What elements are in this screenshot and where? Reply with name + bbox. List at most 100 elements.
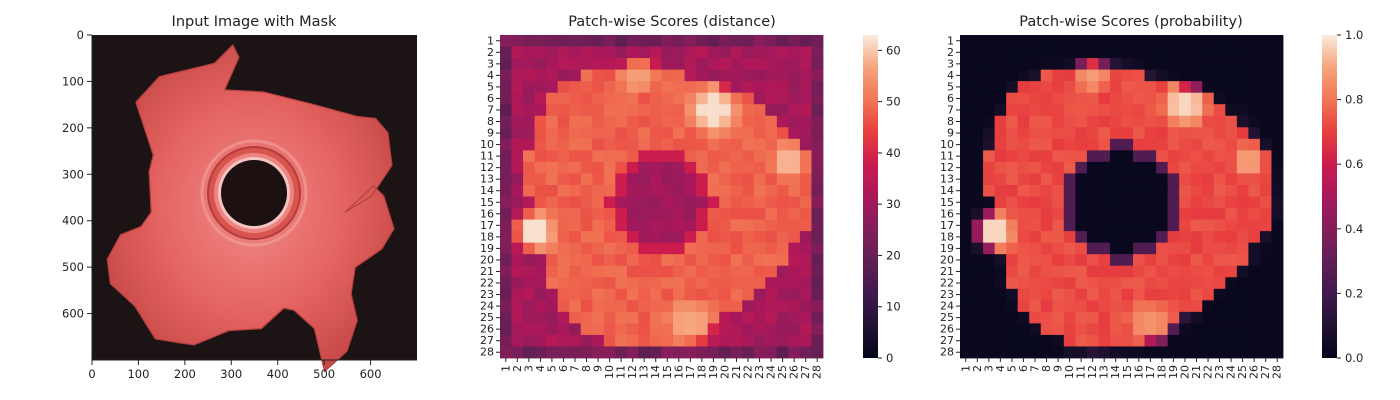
heatmap-cell <box>1144 242 1157 255</box>
heatmap-cell <box>1156 150 1169 163</box>
heatmap-cell <box>684 277 697 290</box>
heatmap-cell <box>592 265 605 278</box>
heatmap-cell <box>684 92 697 105</box>
heatmap-cell <box>719 231 732 244</box>
heatmap-cell <box>661 346 674 359</box>
heatmap-cell <box>1167 231 1180 244</box>
heatmap-cell <box>1006 46 1019 59</box>
heatmap-cell <box>1121 288 1134 301</box>
heatmap-cell <box>1259 196 1272 209</box>
heatmap-cell <box>765 104 778 117</box>
y-tick-label: 12 <box>940 161 954 174</box>
heatmap-cell <box>1202 242 1215 255</box>
heatmap-cell <box>719 277 732 290</box>
heatmap-cell <box>811 184 824 197</box>
heatmap-cell <box>1213 346 1226 359</box>
heatmap-cell <box>1052 277 1065 290</box>
heatmap-cell <box>1086 265 1099 278</box>
heatmap-cell <box>673 104 685 117</box>
heatmap-cell <box>1006 115 1019 128</box>
heatmap-cell <box>1029 92 1042 105</box>
heatmap-cell <box>1040 219 1053 232</box>
heatmap-cell <box>592 242 605 255</box>
heatmap-cell <box>684 58 697 71</box>
heatmap-cell <box>1063 58 1076 71</box>
x-tick-label: 400 <box>267 367 289 381</box>
heatmap-cell <box>811 277 824 290</box>
y-tick-label: 18 <box>940 230 954 243</box>
heatmap-cell <box>811 311 824 324</box>
heatmap-cell <box>1075 92 1088 105</box>
heatmap-cell <box>1133 69 1145 82</box>
heatmap-cell <box>1225 81 1238 94</box>
heatmap-cell <box>994 196 1007 209</box>
heatmap-cell <box>765 323 778 336</box>
heatmap-cell <box>994 323 1007 336</box>
x-tick-label: 500 <box>313 367 335 381</box>
heatmap-cell <box>1006 127 1019 140</box>
heatmap-cell <box>523 184 536 197</box>
heatmap-cell <box>1213 277 1226 290</box>
heatmap-cell <box>707 323 720 336</box>
heatmap-cell <box>1086 288 1099 301</box>
y-tick-label: 11 <box>940 150 954 163</box>
heatmap-cell <box>1063 92 1076 105</box>
heatmap-cell <box>1213 127 1226 140</box>
heatmap-cell <box>971 104 984 117</box>
heatmap-cell <box>1225 46 1238 59</box>
heatmap-cell <box>511 35 524 47</box>
heatmap-cell <box>1040 161 1053 174</box>
heatmap-cell <box>960 138 972 151</box>
heatmap-cell <box>500 196 512 209</box>
heatmap-cell <box>1271 138 1284 151</box>
heatmap-cell <box>1098 35 1111 47</box>
heatmap-cell <box>511 254 524 267</box>
heatmap-cell <box>1225 35 1238 47</box>
heatmap-cell <box>684 334 697 347</box>
heatmap-cell <box>1017 265 1030 278</box>
heatmap-cell <box>776 334 789 347</box>
heatmap-cell <box>776 138 789 151</box>
x-tick-label: 10 <box>1063 365 1076 379</box>
heatmap-cell <box>580 288 593 301</box>
heatmap-cell <box>1213 242 1226 255</box>
heatmap-cell <box>592 219 605 232</box>
heatmap-cell <box>994 150 1007 163</box>
heatmap-cell <box>673 138 685 151</box>
heatmap-cell <box>523 311 536 324</box>
heatmap-cell <box>673 81 685 94</box>
heatmap-cell <box>615 184 628 197</box>
heatmap-cell <box>1179 254 1192 267</box>
heatmap-cell <box>719 104 732 117</box>
heatmap-cell <box>638 138 651 151</box>
heatmap-cell <box>983 311 996 324</box>
heatmap-cell <box>1179 242 1192 255</box>
heatmap-cell <box>1109 265 1122 278</box>
heatmap-cell <box>1075 323 1088 336</box>
heatmap-cell <box>983 346 996 359</box>
heatmap-cell <box>615 288 628 301</box>
heatmap-cell <box>776 288 789 301</box>
heatmap-cell <box>534 219 547 232</box>
heatmap-cell <box>799 46 812 59</box>
heatmap-cell <box>753 208 766 220</box>
heatmap-cell <box>960 69 972 82</box>
heatmap-cell <box>626 323 639 336</box>
heatmap-cell <box>960 242 972 255</box>
heatmap-cell <box>742 69 755 82</box>
heatmap-cell <box>983 161 996 174</box>
heatmap-cell <box>603 323 616 336</box>
heatmap-cell <box>511 196 524 209</box>
heatmap-cell <box>1236 150 1249 163</box>
heatmap-cell <box>638 265 651 278</box>
heatmap-cell <box>971 208 984 220</box>
heatmap-cell <box>661 173 674 186</box>
heatmap-cell <box>753 138 766 151</box>
heatmap-cell <box>811 161 824 174</box>
heatmap-cell <box>1006 161 1019 174</box>
heatmap-cell <box>1086 173 1099 186</box>
y-tick-label: 4 <box>947 69 954 82</box>
heatmap-cell <box>603 277 616 290</box>
heatmap-cell <box>569 92 582 105</box>
heatmap-cell <box>1052 323 1065 336</box>
